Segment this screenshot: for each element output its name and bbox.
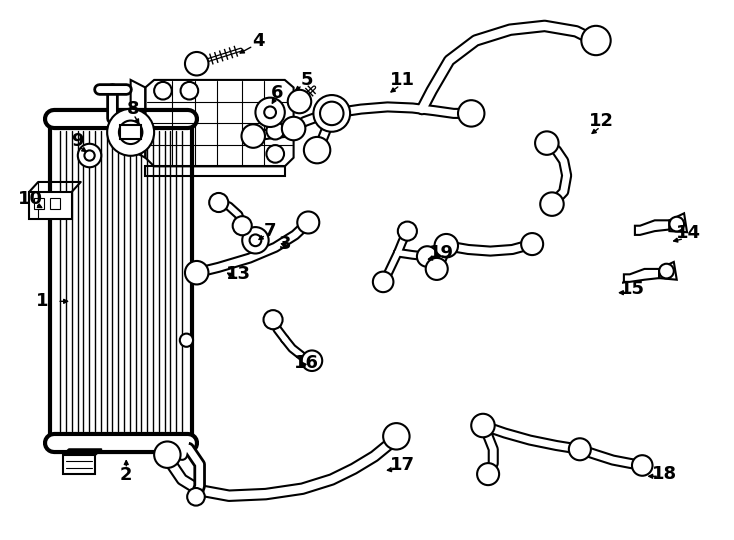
Circle shape xyxy=(181,82,198,99)
Circle shape xyxy=(477,463,499,485)
Circle shape xyxy=(266,145,284,163)
Circle shape xyxy=(209,193,228,212)
Circle shape xyxy=(521,233,543,255)
Text: 15: 15 xyxy=(620,280,645,298)
Circle shape xyxy=(471,414,495,437)
Circle shape xyxy=(398,221,417,241)
Circle shape xyxy=(435,234,458,258)
Circle shape xyxy=(250,234,261,246)
Text: 17: 17 xyxy=(390,456,415,475)
Text: 18: 18 xyxy=(652,465,677,483)
Bar xyxy=(50,198,60,209)
Circle shape xyxy=(569,438,591,460)
Circle shape xyxy=(669,217,684,232)
Circle shape xyxy=(581,26,611,55)
Circle shape xyxy=(320,102,344,125)
Text: 12: 12 xyxy=(589,112,614,131)
Text: 11: 11 xyxy=(390,71,415,89)
Circle shape xyxy=(266,122,284,139)
Circle shape xyxy=(185,52,208,76)
Bar xyxy=(29,192,72,219)
Text: 3: 3 xyxy=(278,235,291,253)
Text: 7: 7 xyxy=(264,222,277,240)
Text: 19: 19 xyxy=(429,244,454,262)
Circle shape xyxy=(241,124,265,148)
Circle shape xyxy=(632,455,653,476)
Circle shape xyxy=(233,216,252,235)
Circle shape xyxy=(242,227,269,253)
Circle shape xyxy=(119,120,142,144)
Circle shape xyxy=(282,117,305,140)
Circle shape xyxy=(304,137,330,163)
Circle shape xyxy=(297,212,319,233)
Text: 14: 14 xyxy=(676,224,701,242)
Circle shape xyxy=(373,272,393,292)
Circle shape xyxy=(185,261,208,285)
Circle shape xyxy=(659,264,674,279)
Circle shape xyxy=(383,423,410,449)
Circle shape xyxy=(417,246,437,267)
Text: 2: 2 xyxy=(120,466,133,484)
Circle shape xyxy=(458,100,484,126)
Circle shape xyxy=(535,131,559,155)
Circle shape xyxy=(426,258,448,280)
Circle shape xyxy=(180,334,193,347)
Text: 10: 10 xyxy=(18,190,43,208)
Bar xyxy=(34,198,44,209)
Bar xyxy=(120,125,141,139)
Circle shape xyxy=(84,150,95,161)
Circle shape xyxy=(540,192,564,216)
Circle shape xyxy=(264,106,276,118)
Text: 5: 5 xyxy=(300,71,313,89)
Circle shape xyxy=(154,442,181,468)
Circle shape xyxy=(107,109,154,156)
Circle shape xyxy=(302,350,322,371)
Circle shape xyxy=(255,98,285,127)
Circle shape xyxy=(154,82,172,99)
Circle shape xyxy=(288,90,311,113)
Text: 1: 1 xyxy=(36,292,49,310)
Circle shape xyxy=(313,95,350,132)
Text: 16: 16 xyxy=(294,354,319,372)
Circle shape xyxy=(264,310,283,329)
Circle shape xyxy=(187,488,205,505)
Circle shape xyxy=(78,144,101,167)
Text: 9: 9 xyxy=(70,132,84,151)
Text: 8: 8 xyxy=(127,100,140,118)
Text: 4: 4 xyxy=(252,31,265,50)
Text: 6: 6 xyxy=(271,84,284,102)
Text: 13: 13 xyxy=(226,265,251,284)
